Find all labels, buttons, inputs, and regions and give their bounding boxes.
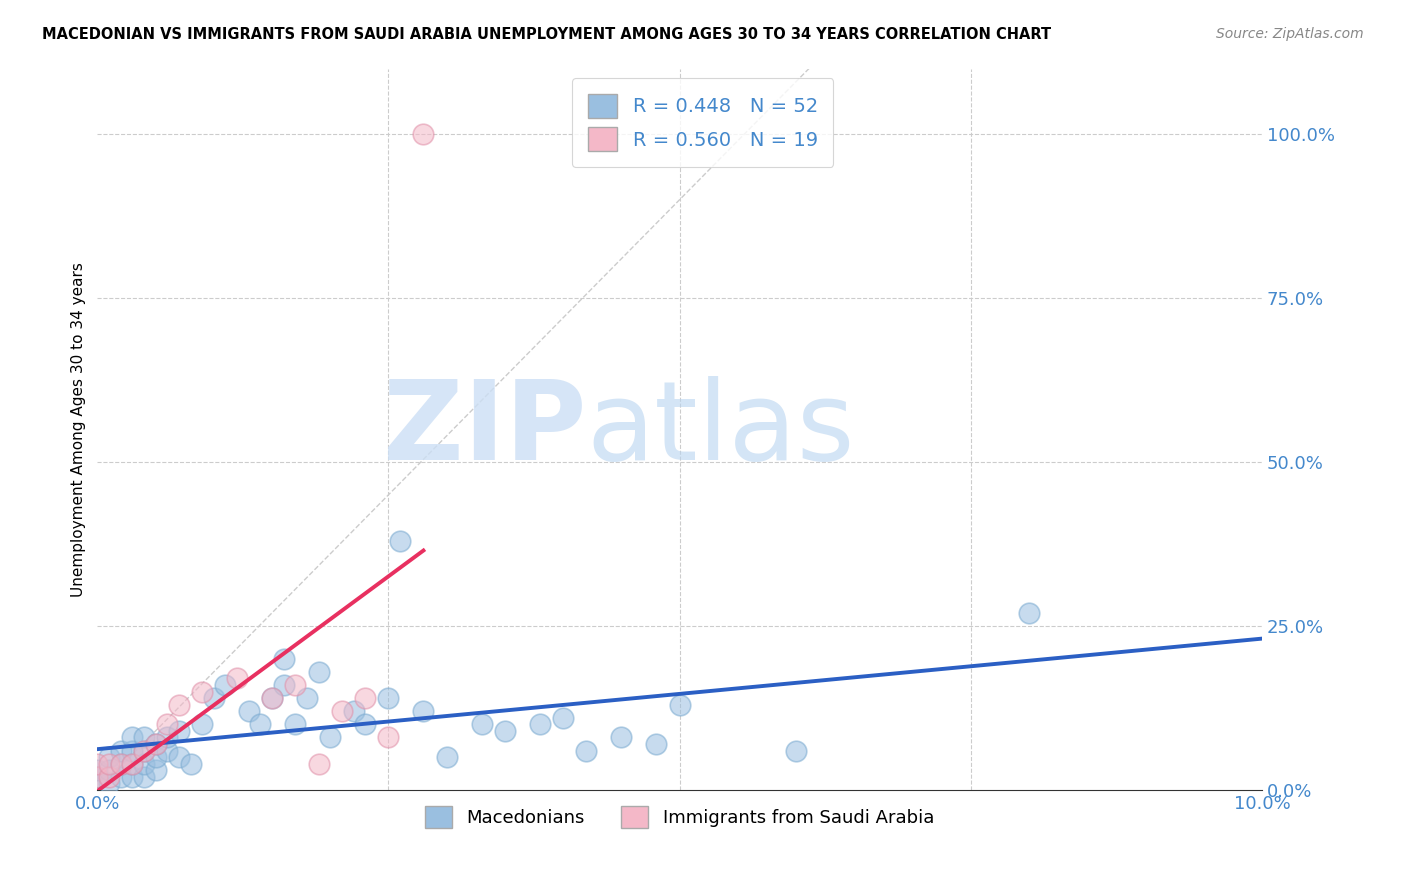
Point	[273, 678, 295, 692]
Point	[132, 743, 155, 757]
Point	[180, 756, 202, 771]
Point	[226, 672, 249, 686]
Point	[110, 770, 132, 784]
Point	[98, 750, 121, 764]
Point	[145, 737, 167, 751]
Point	[308, 756, 330, 771]
Point	[260, 691, 283, 706]
Point	[121, 731, 143, 745]
Point	[145, 763, 167, 777]
Point	[529, 717, 551, 731]
Point	[354, 717, 377, 731]
Point	[145, 737, 167, 751]
Point	[249, 717, 271, 731]
Text: MACEDONIAN VS IMMIGRANTS FROM SAUDI ARABIA UNEMPLOYMENT AMONG AGES 30 TO 34 YEAR: MACEDONIAN VS IMMIGRANTS FROM SAUDI ARAB…	[42, 27, 1052, 42]
Point	[645, 737, 668, 751]
Point	[167, 698, 190, 712]
Point	[132, 743, 155, 757]
Text: Source: ZipAtlas.com: Source: ZipAtlas.com	[1216, 27, 1364, 41]
Text: ZIP: ZIP	[382, 376, 586, 483]
Point	[86, 763, 108, 777]
Point	[610, 731, 633, 745]
Legend: Macedonians, Immigrants from Saudi Arabia: Macedonians, Immigrants from Saudi Arabi…	[418, 798, 941, 835]
Point	[1018, 606, 1040, 620]
Point	[494, 723, 516, 738]
Point	[377, 691, 399, 706]
Point	[132, 731, 155, 745]
Point	[308, 665, 330, 679]
Point	[412, 704, 434, 718]
Point	[284, 678, 307, 692]
Point	[191, 684, 214, 698]
Point	[214, 678, 236, 692]
Point	[110, 743, 132, 757]
Point	[110, 756, 132, 771]
Point	[121, 770, 143, 784]
Point	[156, 717, 179, 731]
Point	[260, 691, 283, 706]
Point	[86, 770, 108, 784]
Point	[668, 698, 690, 712]
Point	[191, 717, 214, 731]
Point	[471, 717, 494, 731]
Point	[98, 770, 121, 784]
Point	[121, 743, 143, 757]
Point	[238, 704, 260, 718]
Point	[121, 756, 143, 771]
Point	[98, 763, 121, 777]
Point	[167, 750, 190, 764]
Point	[553, 711, 575, 725]
Point	[436, 750, 458, 764]
Text: atlas: atlas	[586, 376, 855, 483]
Point	[156, 743, 179, 757]
Point	[145, 750, 167, 764]
Point	[342, 704, 364, 718]
Point	[412, 127, 434, 141]
Point	[86, 756, 108, 771]
Point	[319, 731, 342, 745]
Point	[98, 776, 121, 790]
Y-axis label: Unemployment Among Ages 30 to 34 years: Unemployment Among Ages 30 to 34 years	[72, 261, 86, 597]
Point	[377, 731, 399, 745]
Point	[273, 652, 295, 666]
Point	[121, 756, 143, 771]
Point	[110, 756, 132, 771]
Point	[202, 691, 225, 706]
Point	[156, 731, 179, 745]
Point	[354, 691, 377, 706]
Point	[132, 756, 155, 771]
Point	[167, 723, 190, 738]
Point	[284, 717, 307, 731]
Point	[295, 691, 318, 706]
Point	[98, 756, 121, 771]
Point	[575, 743, 598, 757]
Point	[86, 770, 108, 784]
Point	[330, 704, 353, 718]
Point	[785, 743, 807, 757]
Point	[132, 770, 155, 784]
Point	[389, 533, 412, 548]
